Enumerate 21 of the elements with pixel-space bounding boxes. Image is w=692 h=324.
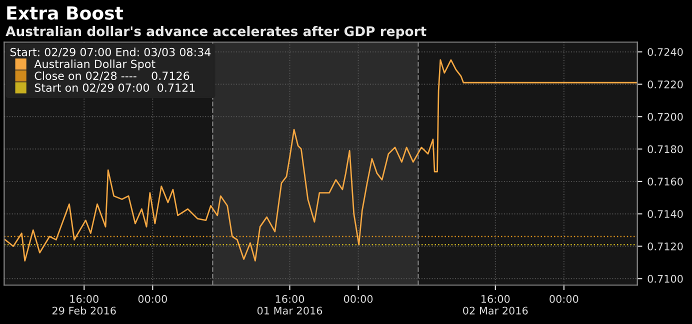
y-tick-label: 0.7140 [648, 210, 683, 218]
x-tick-label: 00:00 [138, 295, 167, 303]
y-tick-label: 0.7160 [648, 178, 683, 186]
y-tick-label: 0.7240 [648, 48, 683, 56]
y-tick-label: 0.7100 [648, 274, 683, 283]
y-tick-label: 0.7180 [648, 145, 683, 154]
legend-title: Start: 02/29 07:00 End: 03/03 08:34 [10, 48, 211, 58]
y-tick-label: 0.7220 [648, 80, 683, 88]
legend-label: Australian Dollar Spot [34, 60, 156, 70]
line-series [4, 59, 638, 262]
x-tick-label: 00:00 [344, 295, 373, 303]
legend-label: Start on 02/29 07:00 0.7121 [34, 83, 195, 93]
x-tick-label: 16:00 01 Mar 2016 [257, 295, 322, 315]
chart-subtitle: Australian dollar's advance accelerates after GDP report [6, 26, 426, 39]
chart-title: Extra Boost [7, 6, 124, 20]
legend-label: Close on 02/28 ---- 0.7126 [34, 71, 190, 81]
y-tick-label: 0.7200 [648, 112, 683, 121]
x-tick-label: 00:00 [550, 295, 578, 303]
x-tick-label: 16:00 02 Mar 2016 [463, 295, 528, 315]
y-tick-label: 0.7120 [648, 242, 683, 250]
x-tick-label: 16:00 29 Feb 2016 [52, 295, 116, 315]
